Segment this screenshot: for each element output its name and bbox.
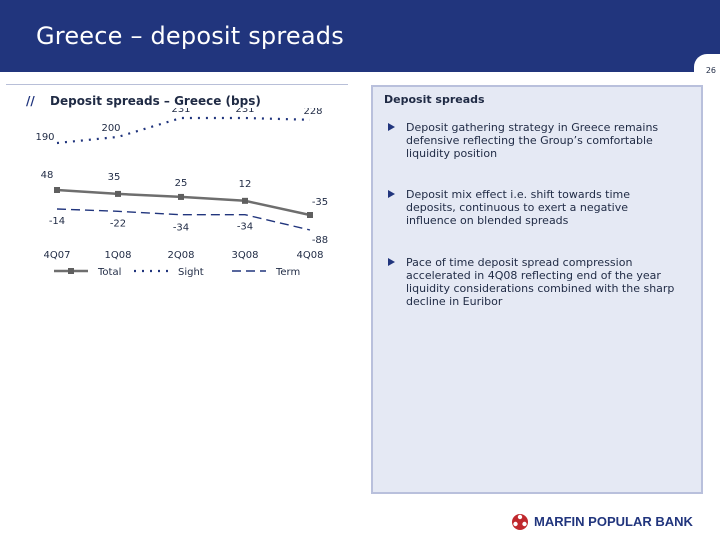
series-line-total [56, 188, 311, 217]
deposit-spreads-panel [371, 85, 703, 494]
page-number: 26 [705, 66, 716, 75]
bullet-text: Deposit gathering strategy in Greece rem… [406, 121, 659, 160]
data-point-total [178, 193, 184, 200]
legend-label-term: Term [275, 267, 300, 278]
data-label-total: 12 [239, 179, 252, 190]
data-point-total [115, 190, 121, 197]
x-tick-label: 1Q08 [105, 250, 132, 261]
bank-logo-text: MARFIN POPULAR BANK [534, 514, 693, 529]
data-label-total: -35 [312, 197, 328, 208]
bullet-arrow-icon [388, 123, 395, 131]
data-label-term: -22 [110, 218, 126, 229]
legend-marker-total [68, 268, 74, 274]
section-divider [6, 84, 348, 85]
data-label-total: 35 [108, 172, 121, 183]
bank-logo-icon [512, 514, 528, 530]
data-label-sight: 190 [35, 132, 54, 143]
bullet-arrow-icon [388, 190, 395, 198]
data-label-term: -14 [49, 216, 65, 227]
data-label-term: -34 [173, 223, 189, 234]
bullet-text: Deposit mix effect i.e. shift towards ti… [406, 188, 631, 227]
data-point-total [54, 187, 60, 193]
bullet-text: Pace of time deposit spread compression … [406, 256, 675, 308]
chart-title: Deposit spreads – Greece (bps) [50, 94, 261, 108]
data-label-sight: 228 [303, 108, 322, 117]
data-label-total: 25 [175, 178, 188, 189]
data-label-sight: 231 [235, 108, 254, 115]
page-title: Greece – deposit spreads [36, 22, 344, 50]
deposit-spreads-chart: 190 200 231 231 228 48 35 25 12 -35 -14 -22 -34 -34 -8… [35, 108, 328, 278]
legend-label-total: Total [97, 267, 121, 278]
x-tick-label: 2Q08 [168, 250, 195, 261]
page-number-tab [694, 54, 720, 84]
x-tick-label: 3Q08 [232, 250, 259, 261]
data-label-sight: 231 [171, 108, 190, 115]
data-point-total [242, 197, 248, 204]
data-label-sight: 200 [101, 123, 120, 134]
bullet-arrow-icon [388, 258, 395, 266]
legend-label-sight: Sight [178, 267, 204, 278]
data-point-total [307, 212, 313, 218]
data-label-total: 48 [41, 170, 54, 181]
series-line-term [56, 208, 311, 231]
panel-title: Deposit spreads [384, 93, 485, 106]
data-label-term: -88 [312, 235, 328, 246]
section-mark: // [26, 94, 35, 108]
header-bar: Greece – deposit spreads [0, 0, 720, 72]
data-label-term: -34 [237, 222, 253, 233]
series-line-sight [56, 116, 311, 145]
x-tick-label: 4Q07 [44, 250, 71, 261]
x-tick-label: 4Q08 [297, 250, 324, 261]
